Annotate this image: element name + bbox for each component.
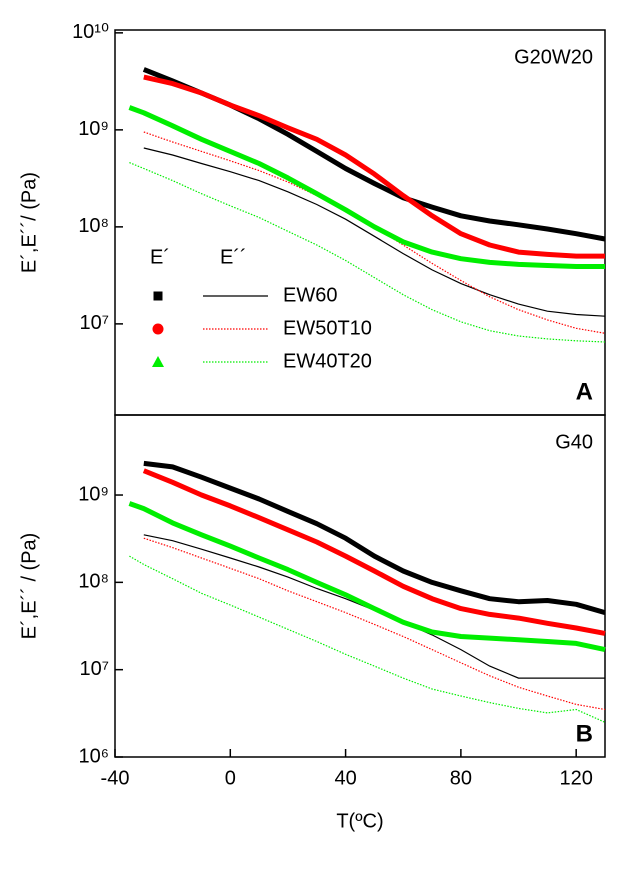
legend-header: E´ (150, 246, 170, 268)
x-tick-label: 40 (334, 767, 356, 789)
y-tick-label: 10⁶ (79, 745, 109, 767)
y-tick-label: 10⁷ (80, 312, 109, 334)
storage-curve (142, 468, 606, 636)
legend-label: EW60 (283, 284, 337, 306)
panel-label: B (576, 720, 593, 747)
sample-label: G20W20 (514, 46, 593, 68)
x-tick-label: 0 (225, 767, 236, 789)
storage-curve (128, 501, 606, 653)
storage-curve (128, 105, 605, 269)
plot-frame (114, 414, 606, 758)
y-axis-label: E´,E´´ / (Pa) (18, 533, 40, 640)
legend-marker (152, 356, 164, 367)
y-tick-label: 10⁹ (78, 118, 109, 140)
legend-label: EW40T20 (283, 350, 372, 372)
y-axis-label: E´,E´´/ (Pa) (18, 172, 40, 273)
sample-label: G40 (555, 431, 593, 453)
legend-marker (152, 323, 164, 335)
loss-curve (129, 162, 606, 343)
loss-curve (143, 537, 606, 711)
loss-curve (143, 131, 606, 334)
x-tick-label: -40 (101, 767, 130, 789)
storage-curve (143, 460, 606, 616)
legend-header: E´´ (220, 246, 247, 268)
x-axis-label: T(ºC) (336, 810, 383, 832)
legend-label: EW50T10 (283, 317, 372, 339)
x-tick-label: 120 (559, 767, 592, 789)
y-tick-label: 10⁸ (78, 215, 109, 237)
y-tick-label: 10¹⁰ (72, 21, 109, 43)
y-tick-label: 10⁹ (78, 483, 109, 505)
loss-curve (143, 147, 606, 317)
y-tick-label: 10⁷ (80, 658, 109, 680)
loss-curve (129, 555, 606, 723)
panel-label: A (576, 378, 593, 405)
legend-marker (153, 291, 163, 301)
storage-curve (143, 74, 605, 259)
y-tick-label: 10⁸ (78, 571, 109, 593)
storage-curve (142, 67, 606, 242)
x-tick-label: 80 (450, 767, 472, 789)
